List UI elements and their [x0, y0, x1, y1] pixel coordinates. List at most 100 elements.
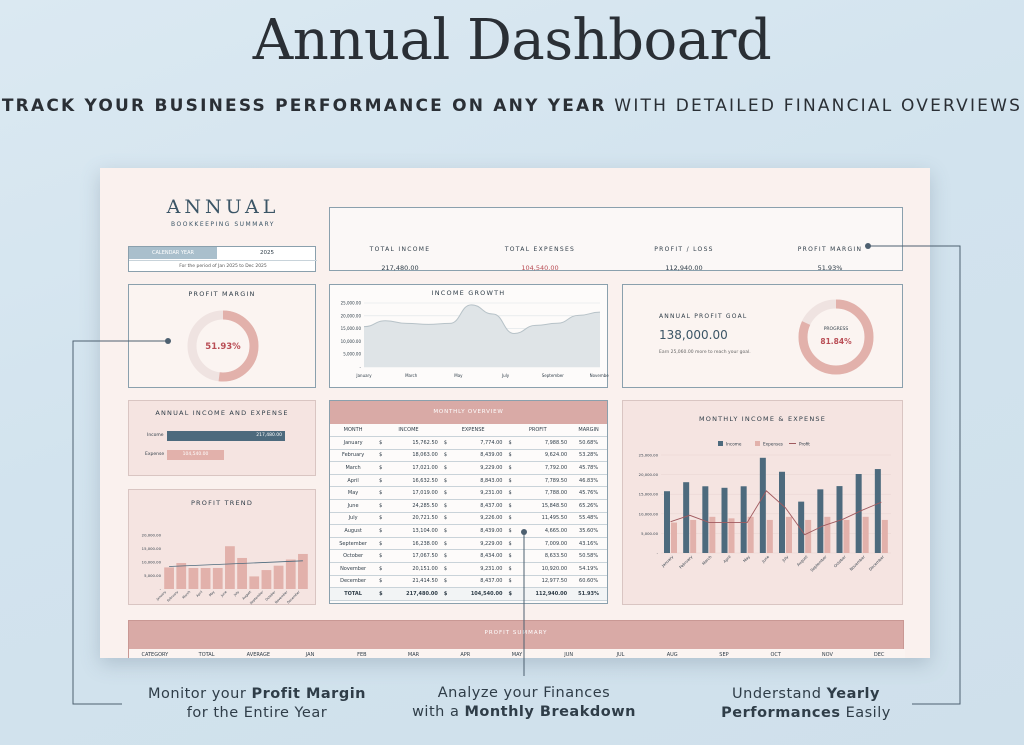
y-tick-label: -	[160, 587, 162, 592]
page-title: Annual Dashboard	[252, 8, 772, 73]
table-row: March $17,021.00 $9,229.00 $7,792.00 45.78%	[330, 461, 607, 475]
kpi-value: 217,480.00	[381, 264, 419, 272]
table-cell: 50.68%	[570, 436, 607, 450]
callout-yearly-performances: Understand Yearly Performances Easily	[721, 686, 891, 721]
table-cell: $	[440, 562, 454, 576]
summary-col-header: AVERAGE	[246, 652, 270, 658]
y-tick-label: 25,000.00	[639, 453, 659, 458]
table-cell: 17,021.00	[389, 461, 441, 475]
table-cell: 7,788.00	[518, 486, 571, 501]
kpi-profit-margin: PROFIT MARGIN 51.93%	[760, 246, 900, 272]
y-tick-label: 20,000.00	[142, 533, 162, 538]
table-cell: 9,229.00	[453, 537, 506, 551]
y-tick-label: 25,000.00	[341, 301, 362, 306]
table-cell: $	[440, 524, 454, 538]
table-cell: 7,988.50	[518, 436, 571, 450]
income-bar	[817, 489, 824, 553]
expense-bar	[766, 519, 773, 553]
table-cell: $	[505, 549, 519, 564]
summary-col-header: TOTAL	[198, 652, 215, 658]
y-tick-label: 15,000.00	[142, 546, 162, 551]
table-cell: 9,226.00	[453, 512, 506, 526]
table-cell: 15,762.50	[389, 436, 441, 450]
legend-expenses-swatch	[755, 441, 760, 446]
profit-trend-bar	[188, 567, 199, 589]
table-row: June $24,285.50 $8,437.00 $15,848.50 65.26%	[330, 499, 607, 513]
expense-bar	[728, 518, 735, 553]
x-tick-label: September	[249, 589, 265, 605]
expense-bar	[843, 519, 850, 553]
summary-col-header: OCT	[770, 652, 781, 658]
x-tick-label: December	[286, 589, 301, 604]
table-cell: $	[440, 549, 454, 564]
summary-col-header: MAY	[511, 652, 523, 658]
y-tick-label: 10,000.00	[639, 511, 659, 516]
y-tick-label: 20,000.00	[341, 313, 362, 318]
table-cell: May	[330, 486, 377, 501]
x-tick-label: August	[796, 554, 809, 567]
x-tick-label: November	[590, 373, 609, 378]
table-cell: 24,285.50	[389, 499, 441, 513]
income-bar	[702, 486, 709, 553]
table-cell: $	[376, 549, 390, 564]
kpi-total-expenses: TOTAL EXPENSES 104,540.00	[470, 246, 610, 272]
table-row: January $15,762.50 $7,774.00 $7,988.50 50.68…	[330, 436, 607, 450]
table-cell: $	[505, 587, 519, 601]
monthly-chart-panel: MONTHLY INCOME & EXPENSE Income Expenses P…	[622, 400, 903, 605]
table-cell: $	[440, 499, 454, 513]
profit-summary-header-row: CATEGORY TOTAL AVERAGE JAN FEB MAR APR MAY JUN JU…	[129, 649, 905, 658]
table-cell: 21,414.50	[389, 575, 441, 589]
table-cell: $	[505, 537, 519, 551]
table-cell: 20,721.50	[389, 512, 441, 526]
summary-col-header: MAR	[407, 652, 420, 658]
summary-col-header: FEB	[357, 652, 367, 658]
profit-trend-bar	[225, 546, 235, 589]
table-cell: 54.19%	[570, 562, 607, 576]
kpi-label: PROFIT MARGIN	[797, 246, 863, 253]
goal-progress-label: PROGRESS	[824, 326, 849, 332]
calendar-label: CALENDAR YEAR	[129, 247, 217, 259]
income-bar: 217,480.00	[167, 431, 285, 441]
expense-bar	[824, 516, 831, 553]
monthly-chart: Income Expenses Profit 25,000.00 20,000.00 15…	[639, 441, 891, 573]
brand-subtitle: BOOKKEEPING SUMMARY	[171, 221, 275, 228]
y-tick-label: 20,000.00	[639, 472, 659, 477]
table-cell: $	[376, 537, 390, 551]
table-cell: $	[505, 524, 519, 538]
table-cell: September	[330, 537, 377, 551]
y-tick-label: 5,000.00	[144, 573, 161, 578]
expense-bar	[709, 516, 716, 553]
summary-col-header: SEP	[719, 652, 729, 658]
table-cell: January	[330, 436, 377, 450]
table-cell: $	[440, 461, 454, 475]
income-bar	[836, 486, 843, 553]
x-tick-label: March	[701, 554, 713, 566]
kpi-total-income: TOTAL INCOME 217,480.00	[330, 246, 470, 272]
table-cell: $	[505, 436, 519, 450]
table-cell: $	[440, 587, 454, 601]
y-tick-label: 10,000.00	[341, 339, 362, 344]
profit-margin-donut: 51.93%	[187, 310, 259, 382]
table-cell: 45.78%	[570, 461, 607, 475]
table-cell: $	[505, 461, 519, 475]
table-cell: August	[330, 524, 377, 538]
income-bar-label: Income	[147, 433, 164, 438]
calendar-year-input[interactable]: 2025	[260, 250, 274, 256]
expense-bar	[671, 522, 677, 553]
table-cell: $	[505, 562, 519, 576]
calendar-year-box: CALENDAR YEAR 2025 For the period of Jan…	[128, 246, 317, 272]
table-cell: $	[505, 512, 519, 526]
table-cell: December	[330, 575, 377, 589]
table-cell: 20,151.00	[389, 562, 441, 576]
table-cell: $	[505, 499, 519, 513]
y-tick-label: 10,000.00	[142, 560, 162, 565]
income-bar	[740, 486, 747, 553]
legend-income-swatch	[718, 441, 723, 446]
x-tick-label: April	[195, 590, 203, 598]
col-header: MONTH	[330, 424, 377, 438]
table-cell: 8,437.00	[453, 575, 506, 589]
expense-bar	[690, 519, 697, 553]
x-tick-label: June	[219, 590, 227, 598]
table-cell: $	[376, 486, 390, 501]
table-cell: $	[376, 587, 390, 601]
